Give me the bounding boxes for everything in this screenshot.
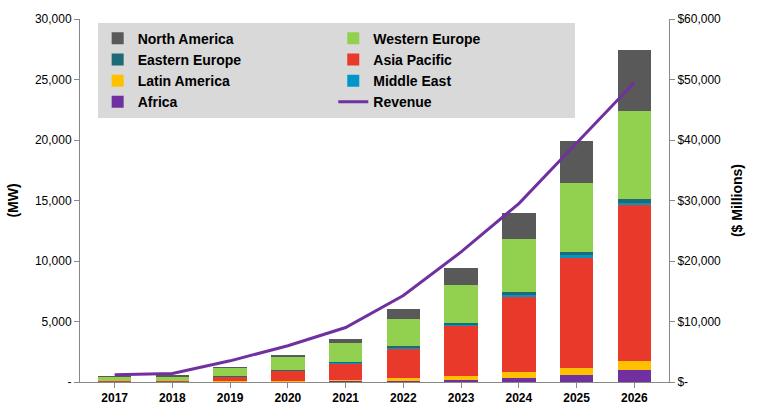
svg-text:2023: 2023	[448, 391, 475, 405]
svg-text:2018: 2018	[159, 391, 186, 405]
svg-text:20,000: 20,000	[35, 133, 72, 147]
svg-text:$40,000: $40,000	[677, 133, 721, 147]
svg-text:Middle East: Middle East	[373, 73, 451, 89]
svg-text:30,000: 30,000	[35, 12, 72, 26]
svg-text:5,000: 5,000	[42, 315, 72, 329]
svg-text:Asia Pacific: Asia Pacific	[373, 52, 452, 68]
svg-text:Latin America: Latin America	[138, 73, 230, 89]
svg-text:$20,000: $20,000	[677, 254, 721, 268]
svg-text:Western Europe: Western Europe	[373, 31, 480, 47]
svg-text:2017: 2017	[101, 391, 128, 405]
svg-text:2026: 2026	[621, 391, 648, 405]
svg-text:Revenue: Revenue	[373, 94, 432, 110]
svg-text:2025: 2025	[563, 391, 590, 405]
svg-text:Africa: Africa	[138, 94, 178, 110]
svg-text:North America: North America	[138, 31, 234, 47]
svg-text:$30,000: $30,000	[677, 194, 721, 208]
svg-text:(MW): (MW)	[5, 183, 21, 217]
svg-text:$50,000: $50,000	[677, 73, 721, 87]
svg-text:25,000: 25,000	[35, 73, 72, 87]
svg-text:2021: 2021	[332, 391, 359, 405]
svg-text:2020: 2020	[275, 391, 302, 405]
svg-text:Eastern Europe: Eastern Europe	[138, 52, 242, 68]
svg-text:$-: $-	[677, 375, 688, 389]
svg-text:2024: 2024	[506, 391, 533, 405]
svg-text:2019: 2019	[217, 391, 244, 405]
svg-text:2022: 2022	[390, 391, 417, 405]
svg-text:($ Millions): ($ Millions)	[729, 164, 745, 237]
svg-text:-: -	[68, 375, 72, 389]
svg-text:$60,000: $60,000	[677, 12, 721, 26]
svg-text:$10,000: $10,000	[677, 315, 721, 329]
svg-text:15,000: 15,000	[35, 194, 72, 208]
svg-text:10,000: 10,000	[35, 254, 72, 268]
